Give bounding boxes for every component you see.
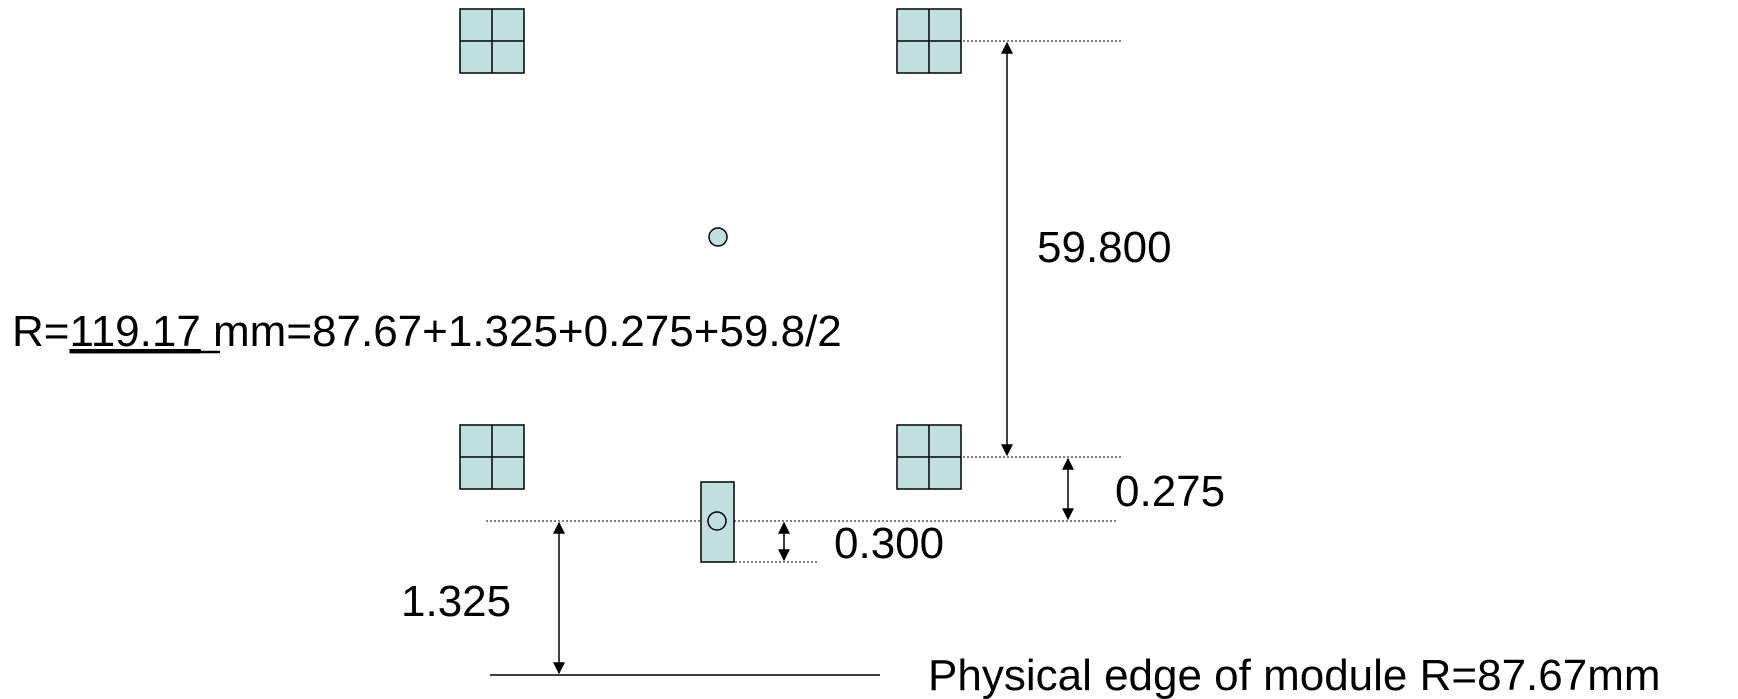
dim-label-59800: 59.800 bbox=[1037, 223, 1172, 272]
pixel-bottom-left bbox=[459, 424, 525, 490]
pixel-top-right bbox=[896, 8, 962, 74]
physical-edge-label: Physical edge of module R=87.67mm bbox=[928, 651, 1661, 699]
radius-value: 119.17 bbox=[69, 307, 200, 356]
center-circle bbox=[708, 227, 728, 247]
radius-formula: R=119.17 mm=87.67+1.325+0.275+59.8/2 bbox=[12, 307, 842, 356]
dim-label-0300: 0.300 bbox=[834, 519, 944, 568]
pixel-bottom-right bbox=[896, 424, 962, 490]
radius-prefix: R= bbox=[12, 307, 69, 356]
pixel-top-left bbox=[459, 8, 525, 74]
alignment-circle bbox=[707, 511, 727, 531]
radius-suffix: mm=87.67+1.325+0.275+59.8/2 bbox=[201, 307, 842, 356]
dim-label-0275: 0.275 bbox=[1115, 467, 1225, 516]
dim-label-1325: 1.325 bbox=[401, 577, 511, 626]
